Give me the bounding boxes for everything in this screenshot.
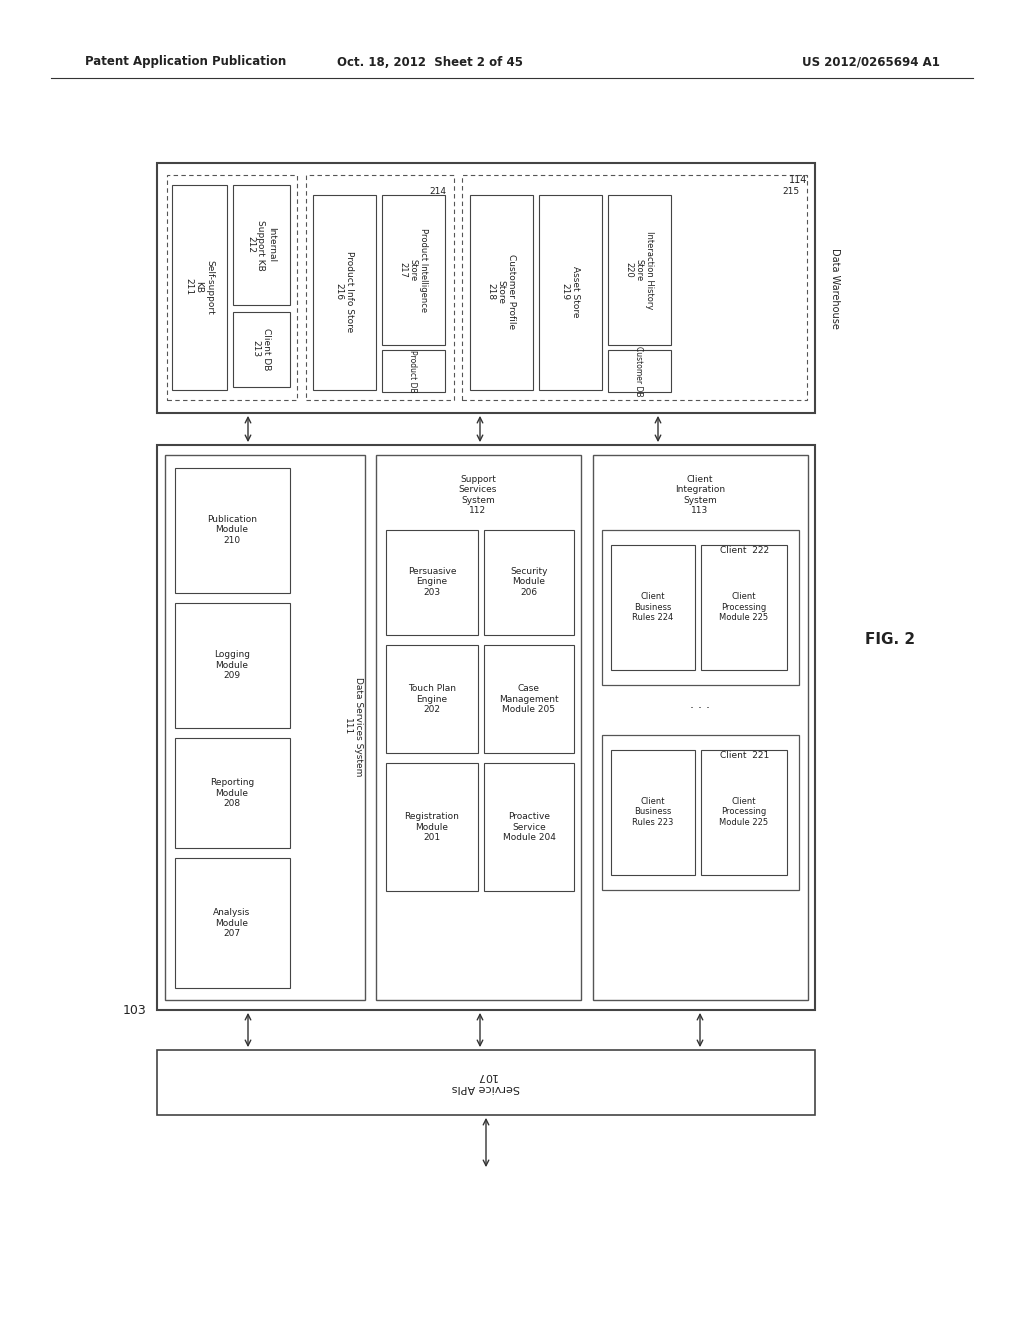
Text: Publication
Module
210: Publication Module 210 (207, 515, 257, 545)
Bar (611, 750, 695, 875)
Bar (175, 603, 290, 729)
Text: Internal
Support KB
212: Internal Support KB 212 (246, 219, 275, 271)
Text: Client
Integration
System
113: Client Integration System 113 (675, 475, 725, 515)
Bar (462, 176, 807, 400)
Bar (382, 350, 445, 392)
Text: US 2012/0265694 A1: US 2012/0265694 A1 (802, 55, 940, 69)
Text: Proactive
Service
Module 204: Proactive Service Module 204 (503, 812, 555, 842)
Text: Data Warehouse: Data Warehouse (830, 248, 840, 329)
Text: Patent Application Publication: Patent Application Publication (85, 55, 287, 69)
Bar (611, 545, 695, 671)
Text: Oct. 18, 2012  Sheet 2 of 45: Oct. 18, 2012 Sheet 2 of 45 (337, 55, 523, 69)
Text: Product DB: Product DB (409, 350, 418, 392)
Text: 114: 114 (788, 176, 807, 185)
Bar (157, 1049, 815, 1115)
Bar (175, 738, 290, 847)
Bar (701, 545, 787, 671)
Text: Security
Module
206: Security Module 206 (510, 568, 548, 597)
Bar (386, 763, 478, 891)
Text: Reporting
Module
208: Reporting Module 208 (210, 777, 254, 808)
Bar (313, 195, 376, 389)
Bar (233, 312, 290, 387)
Bar (167, 176, 297, 400)
Text: Touch Plan
Engine
202: Touch Plan Engine 202 (408, 684, 456, 714)
Text: Logging
Module
209: Logging Module 209 (214, 651, 250, 680)
Text: Support
Services
System
112: Support Services System 112 (459, 475, 498, 515)
Bar (608, 350, 671, 392)
Bar (484, 531, 574, 635)
Text: FIG. 2: FIG. 2 (865, 632, 915, 648)
Bar (608, 195, 671, 345)
Bar (165, 455, 365, 1001)
Bar (484, 763, 574, 891)
Text: Client
Processing
Module 225: Client Processing Module 225 (720, 797, 769, 826)
Bar (386, 531, 478, 635)
Text: Self-support
KB
211: Self-support KB 211 (184, 260, 214, 314)
Text: Interaction History
Store
220: Interaction History Store 220 (624, 231, 654, 309)
Bar (382, 195, 445, 345)
Text: Client
Business
Rules 224: Client Business Rules 224 (633, 593, 674, 622)
Bar (175, 469, 290, 593)
Bar (175, 858, 290, 987)
Text: 214: 214 (429, 187, 446, 195)
Bar (376, 455, 581, 1001)
Text: Client
Processing
Module 225: Client Processing Module 225 (720, 593, 769, 622)
Bar (386, 645, 478, 752)
Bar (233, 185, 290, 305)
Bar (470, 195, 534, 389)
Text: Service APIs
107: Service APIs 107 (452, 1072, 520, 1093)
Text: 215: 215 (782, 187, 799, 195)
Text: 103: 103 (123, 1003, 146, 1016)
Text: Data Services System
111: Data Services System 111 (343, 677, 362, 776)
Bar (157, 445, 815, 1010)
Text: Case
Management
Module 205: Case Management Module 205 (499, 684, 559, 714)
Text: Customer DB: Customer DB (635, 346, 643, 396)
Text: Registration
Module
201: Registration Module 201 (404, 812, 460, 842)
Bar (701, 750, 787, 875)
Bar (602, 531, 799, 685)
Text: Product Intelligence
Store
217: Product Intelligence Store 217 (398, 228, 428, 312)
Bar (172, 185, 227, 389)
Text: Analysis
Module
207: Analysis Module 207 (213, 908, 251, 939)
Text: Client DB
213: Client DB 213 (251, 327, 270, 370)
Text: Asset Store
219: Asset Store 219 (560, 267, 580, 318)
Text: Product Info Store
216: Product Info Store 216 (334, 251, 353, 333)
Bar (306, 176, 454, 400)
Bar (602, 735, 799, 890)
Text: Customer Profile
Store
218: Customer Profile Store 218 (486, 255, 516, 330)
Bar (539, 195, 602, 389)
Text: Client  222: Client 222 (720, 546, 769, 554)
Text: Client  221: Client 221 (720, 751, 769, 760)
Bar (157, 162, 815, 413)
Text: Persuasive
Engine
203: Persuasive Engine 203 (408, 568, 457, 597)
Bar (484, 645, 574, 752)
Text: Client
Business
Rules 223: Client Business Rules 223 (632, 797, 674, 826)
Text: . . .: . . . (690, 698, 710, 711)
Bar (593, 455, 808, 1001)
